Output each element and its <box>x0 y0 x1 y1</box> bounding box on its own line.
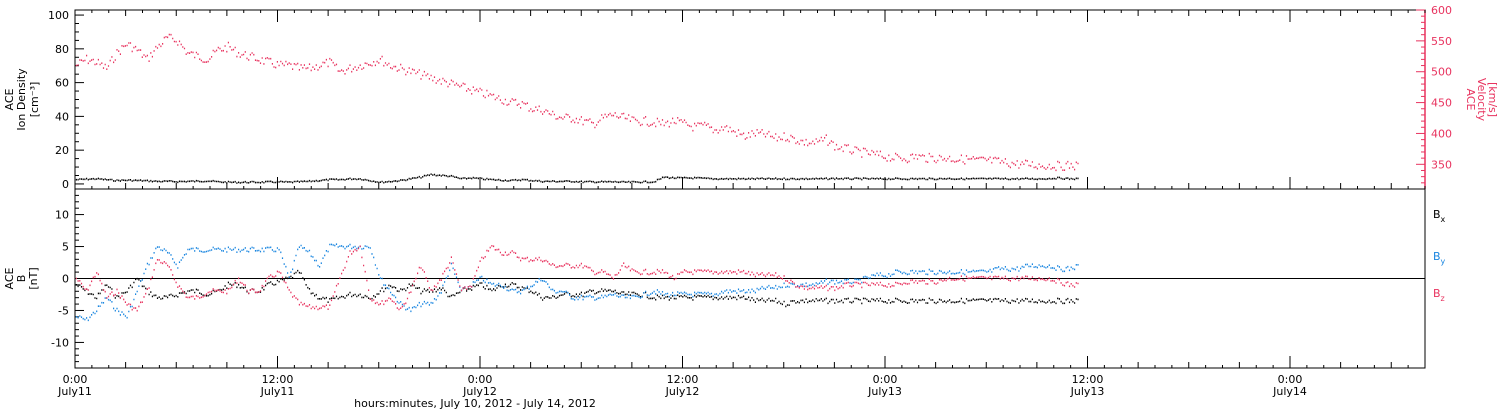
by-legend-label: By <box>1433 250 1446 266</box>
by-series <box>75 243 1079 322</box>
bz-legend-subscript: z <box>1441 294 1445 303</box>
bx-legend-label: Bx <box>1433 208 1446 224</box>
density-axis-label: [cm⁻³] <box>28 82 41 118</box>
density-tick-label: 0 <box>62 178 69 191</box>
x-tick-label-time: 12:00 <box>1072 373 1104 386</box>
x-tick-label-date: July14 <box>1272 385 1307 398</box>
density-series <box>75 173 1079 184</box>
density-tick-label: 60 <box>55 77 69 90</box>
bx-series <box>75 269 1079 308</box>
x-tick-label-date: July13 <box>867 385 902 398</box>
x-tick-label-date: July13 <box>1070 385 1105 398</box>
velocity-tick-label: 600 <box>1431 4 1452 17</box>
b-tick-label: -5 <box>58 304 69 317</box>
velocity-axis-label: Velocity <box>1475 78 1488 122</box>
density-axis-label: ACE <box>3 88 16 110</box>
x-tick-label-time: 12:00 <box>262 373 294 386</box>
b-tick-label: 10 <box>55 209 69 222</box>
x-tick-label-date: July11 <box>57 385 92 398</box>
velocity-tick-label: 450 <box>1431 97 1452 110</box>
bx-legend-subscript: x <box>1441 215 1446 224</box>
by-legend-subscript: y <box>1441 257 1446 266</box>
b-axis-label: ACE <box>3 267 16 289</box>
velocity-axis-label: ACE <box>1464 89 1477 111</box>
x-tick-label-date: July12 <box>462 385 497 398</box>
b-tick-label: 5 <box>62 241 69 254</box>
b-axis-label: B <box>15 275 28 283</box>
x-tick-label-time: 12:00 <box>667 373 699 386</box>
time-axis: 0:00July1112:00July110:00July1212:00July… <box>57 10 1426 398</box>
b-tick-label: -10 <box>51 336 69 349</box>
x-axis-title: hours:minutes, July 10, 2012 - July 14, … <box>354 397 596 410</box>
velocity-tick-label: 400 <box>1431 127 1452 140</box>
magnetic-field-panel: -10 -5 0 5 10 ACE B [nT] Bx By Bz <box>3 188 1446 369</box>
velocity-axis-label: [km/s] <box>1486 82 1499 117</box>
density-tick-label: 100 <box>48 9 69 22</box>
density-tick-label: 80 <box>55 43 69 56</box>
x-tick-label-time: 0:00 <box>873 373 898 386</box>
x-tick-label-time: 0:00 <box>468 373 493 386</box>
density-tick-label: 20 <box>55 144 69 157</box>
x-tick-label-date: July12 <box>665 385 700 398</box>
velocity-tick-label: 350 <box>1431 158 1452 171</box>
x-tick-label-time: 0:00 <box>1278 373 1303 386</box>
density-axis-label: Ion Density <box>15 68 28 131</box>
x-tick-label-time: 0:00 <box>63 373 88 386</box>
velocity-tick-label: 500 <box>1431 66 1452 79</box>
top-panel-frame <box>74 9 1426 190</box>
x-tick-label-date: July11 <box>260 385 295 398</box>
density-tick-label: 40 <box>55 110 69 123</box>
b-axis-label: [nT] <box>27 267 40 289</box>
bz-legend-label: Bz <box>1433 287 1445 303</box>
bz-series <box>75 245 1079 312</box>
velocity-tick-label: 550 <box>1431 35 1452 48</box>
b-tick-label: 0 <box>62 273 69 286</box>
velocity-series <box>75 33 1079 172</box>
